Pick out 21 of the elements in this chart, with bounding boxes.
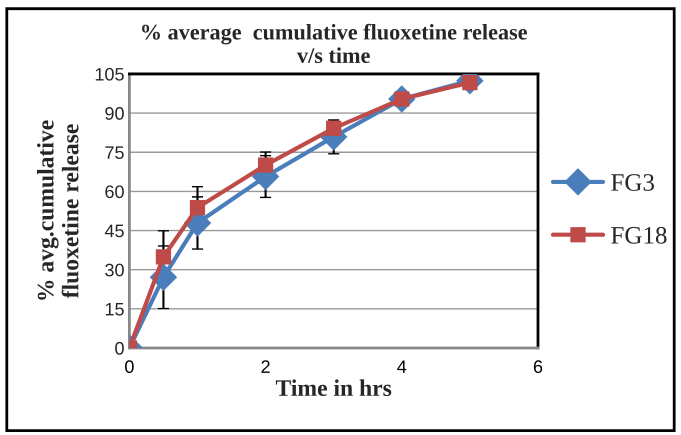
chart-title: % average cumulative fluoxetine release v/s time bbox=[142, 24, 527, 64]
point bbox=[156, 249, 172, 265]
x-tick-label: 6 bbox=[534, 360, 542, 374]
y-tick-label: 90 bbox=[105, 107, 124, 120]
y-tick-label: 45 bbox=[104, 224, 124, 238]
y-tick-label: 0 bbox=[115, 342, 124, 355]
point bbox=[190, 200, 206, 216]
x-tick-label: 0 bbox=[125, 360, 134, 374]
y-tick-label: 30 bbox=[105, 264, 124, 276]
x-tick-label: 2 bbox=[261, 360, 270, 373]
x-axis-title: Time in hrs bbox=[276, 379, 392, 396]
y-tick-label: 15 bbox=[106, 302, 124, 316]
x-tick-label: 4 bbox=[397, 360, 406, 373]
y-tick-label: 75 bbox=[105, 146, 124, 159]
point bbox=[326, 120, 342, 136]
y-tick-label: 105 bbox=[96, 68, 124, 81]
y-tick-label: 60 bbox=[105, 185, 124, 198]
point bbox=[258, 157, 274, 173]
legend-label: FG3 bbox=[611, 174, 654, 191]
y-axis-title: % avg.cumulative fluoxetine release bbox=[37, 120, 79, 300]
legend-label: FG18 bbox=[611, 226, 666, 244]
